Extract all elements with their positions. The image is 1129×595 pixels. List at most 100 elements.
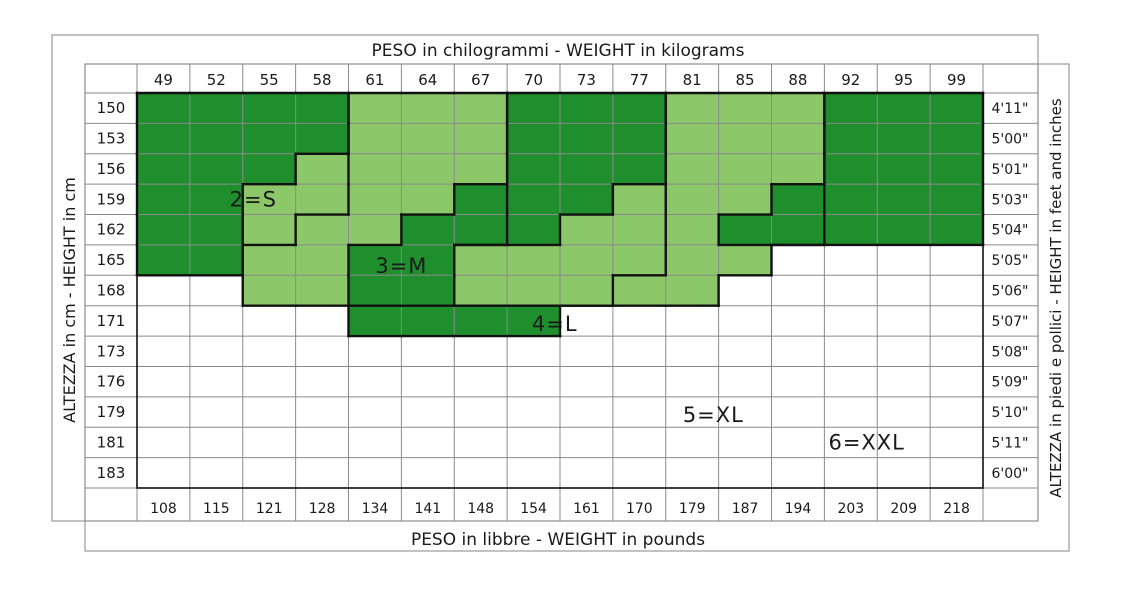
size-cell-3m [348, 153, 402, 185]
height-cm-label: 168 [97, 282, 126, 300]
size-cell-5xl [454, 275, 508, 306]
height-cm-label: 183 [97, 464, 126, 482]
size-cell-3m [454, 93, 508, 124]
size-cell-6xxl [930, 123, 983, 154]
weight-kg-label: 55 [260, 71, 279, 89]
size-cell-5xl [560, 275, 613, 306]
size-cell-2s [137, 123, 190, 154]
size-cell-2s [137, 153, 190, 185]
size-cell-4l [401, 305, 455, 337]
tick-labels: 49 52 55 58 61 64 67 70 73 77 81 85 88 92 95 99 108 115 12… [97, 71, 1029, 517]
size-cell-6xxl [877, 184, 931, 215]
weight-kg-label: 58 [313, 71, 332, 89]
size-outlines [135, 91, 985, 489]
size-label-3m: 3=M [375, 254, 427, 278]
bottom-axis-title: PESO in libbre - WEIGHT in pounds [411, 530, 705, 550]
size-cell-5xl [665, 244, 719, 276]
size-cell-4l [507, 93, 560, 124]
height-cm-label: 153 [97, 130, 126, 148]
weight-kg-label: 73 [577, 71, 596, 89]
size-cell-3m [348, 93, 402, 124]
size-cell-3m [454, 153, 508, 185]
size-cell-2s [189, 214, 243, 245]
size-cell-5xl [665, 93, 719, 124]
size-cell-6xxl [824, 214, 878, 245]
body-border [136, 92, 984, 489]
size-cell-2s [189, 123, 243, 154]
size-cell-5xl [771, 93, 825, 124]
size-cell-5xl [665, 123, 719, 154]
weight-lb-label: 161 [573, 501, 600, 517]
size-cell-5xl [665, 275, 719, 306]
size-cell-2s [242, 153, 296, 185]
size-cell-5xl [771, 153, 825, 185]
size-cell-5xl [612, 244, 666, 276]
size-cell-3m [242, 275, 296, 306]
size-cell-4l [507, 153, 560, 185]
size-cell-6xxl [824, 123, 878, 154]
size-cell-6xxl [930, 184, 983, 215]
size-cell-5xl [718, 153, 772, 185]
size-cell-5xl [612, 275, 666, 306]
size-cell-4l [401, 214, 455, 245]
weight-lb-label: 179 [679, 501, 706, 517]
size-cell-4l [507, 123, 560, 154]
size-cell-3m [401, 184, 455, 215]
size-cell-3m [348, 123, 402, 154]
left-axis-title: ALTEZZA in cm - HEIGHT in cm [60, 177, 79, 423]
size-cell-2s [189, 184, 243, 215]
size-cell-2s [295, 123, 349, 154]
weight-kg-label: 77 [630, 71, 649, 89]
size-cell-2s [189, 93, 243, 124]
weight-kg-label: 92 [841, 71, 860, 89]
height-ft-label: 5'07" [991, 314, 1028, 330]
size-cell-6xxl [771, 184, 825, 215]
weight-kg-label: 52 [207, 71, 226, 89]
size-cell-2s [242, 123, 296, 154]
weight-lb-label: 203 [837, 501, 864, 517]
height-ft-label: 5'11" [991, 435, 1028, 451]
size-cell-3m [242, 214, 296, 245]
size-cell-4l [348, 244, 402, 276]
size-cell-5xl [718, 93, 772, 124]
height-ft-label: 5'01" [991, 162, 1028, 178]
height-cm-label: 159 [97, 190, 126, 208]
size-cell-3m [295, 184, 349, 215]
size-cell-5xl [560, 214, 613, 245]
size-cell-4l [401, 275, 455, 306]
weight-kg-label: 64 [418, 71, 437, 89]
size-cell-3m [242, 184, 296, 215]
weight-kg-label: 70 [524, 71, 543, 89]
size-cell-4l [560, 93, 613, 124]
size-cell-2s [137, 244, 190, 276]
size-cell-5xl [718, 184, 772, 215]
size-cell-6xxl [877, 214, 931, 245]
weight-lb-label: 187 [732, 501, 759, 517]
size-label-6xxl: 6=XXL [828, 430, 904, 454]
height-cm-label: 176 [97, 373, 126, 391]
size-cell-4l [507, 184, 560, 215]
size-cell-5xl [454, 244, 508, 276]
size-cell-6xxl [877, 93, 931, 124]
size-label-5xl: 5=XL [683, 403, 744, 427]
size-cell-4l [612, 153, 666, 185]
weight-lb-label: 128 [309, 501, 336, 517]
height-cm-label: 165 [97, 251, 126, 269]
size-cell-6xxl [930, 214, 983, 245]
size-cell-5xl [665, 153, 719, 185]
height-cm-label: 162 [97, 221, 126, 239]
size-cell-6xxl [824, 153, 878, 185]
size-cell-3m [295, 275, 349, 306]
weight-lb-label: 134 [362, 501, 389, 517]
size-cell-2s [137, 184, 190, 215]
size-cell-5xl [560, 244, 613, 276]
size-cells [137, 93, 983, 337]
weight-lb-label: 209 [890, 501, 917, 517]
height-ft-label: 5'09" [991, 375, 1028, 391]
height-ft-label: 5'08" [991, 344, 1028, 360]
weight-lb-label: 148 [467, 501, 494, 517]
size-cell-3m [348, 184, 402, 215]
height-ft-label: 4'11" [991, 101, 1028, 117]
size-cell-4l [560, 123, 613, 154]
